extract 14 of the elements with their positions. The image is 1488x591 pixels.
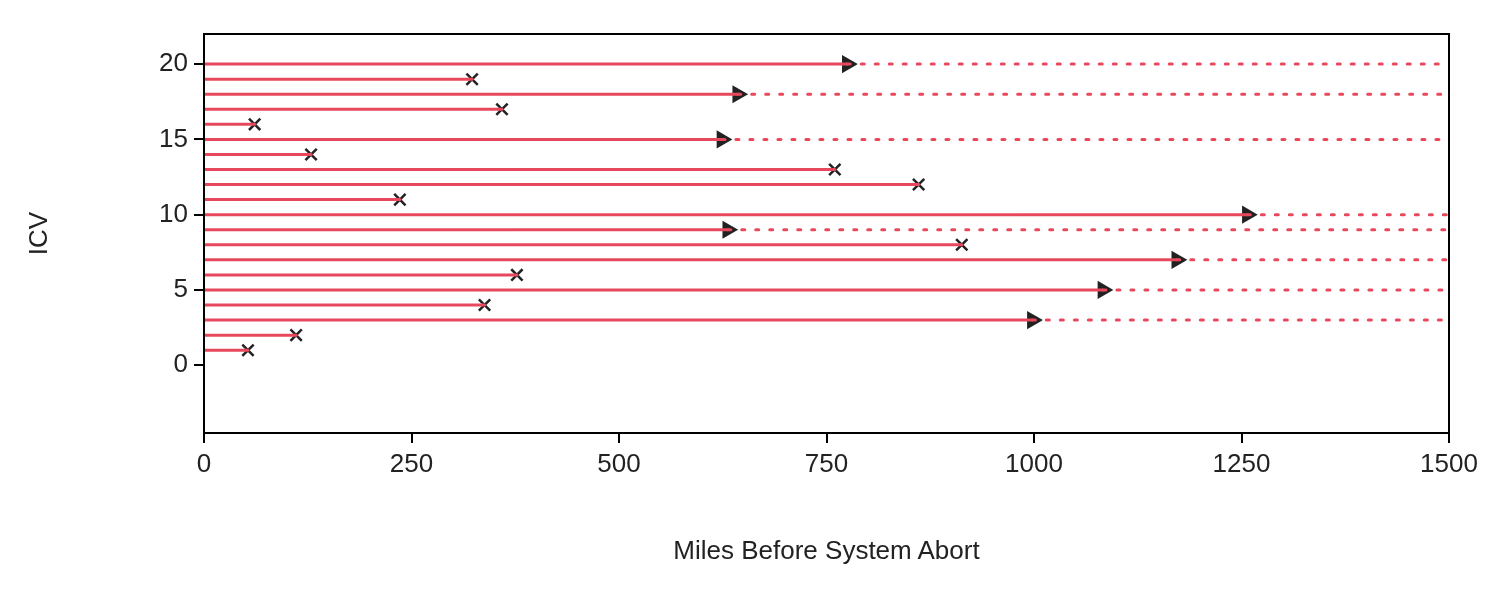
y-tick-label: 15 [159,122,188,153]
x-tick-label: 0 [196,447,212,478]
y-tick-label: 10 [159,197,188,228]
y-tick-label: 5 [173,273,188,304]
y-tick-label: 0 [173,348,188,379]
x-tick-label: 250 [389,447,434,478]
x-tick-label: 1250 [1212,447,1271,478]
y-tick-label: 20 [159,47,188,78]
x-tick-label: 500 [597,447,641,478]
x-tick-label: 1000 [1005,447,1063,478]
x-tick-label: 1500 [1420,447,1478,478]
y-axis-title: ICV [22,211,53,256]
x-axis-title: Miles Before System Abort [673,534,981,565]
x-tick-label: 750 [804,447,849,478]
